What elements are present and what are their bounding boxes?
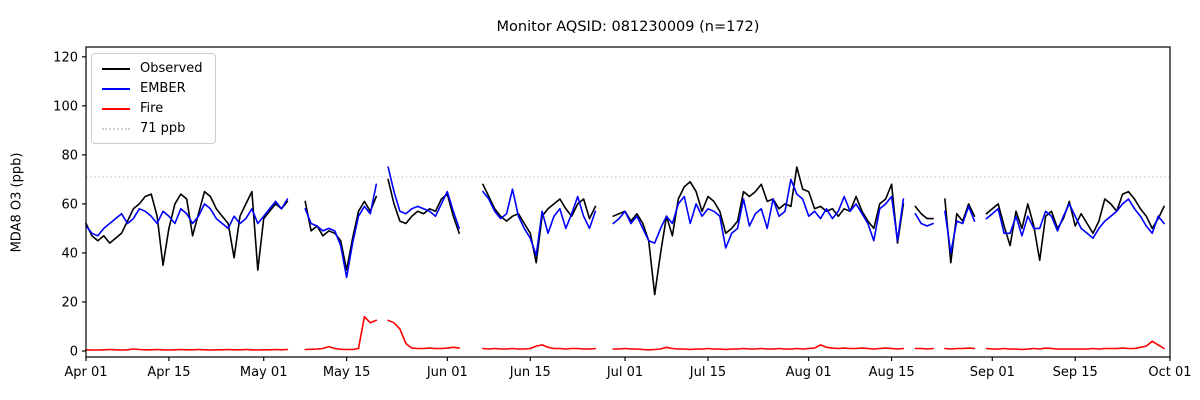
x-tick-label: Jul 15 bbox=[689, 365, 726, 380]
y-tick-label: 100 bbox=[53, 99, 78, 114]
fire-line-swatch-icon bbox=[102, 107, 130, 110]
threshold-line-swatch-icon bbox=[102, 127, 130, 130]
y-tick-label: 60 bbox=[61, 197, 78, 212]
x-tick-label: Apr 15 bbox=[147, 365, 190, 380]
x-tick-label: Aug 01 bbox=[786, 365, 832, 380]
y-axis-label: MDA8 O3 (ppb) bbox=[9, 152, 25, 253]
y-tick-label: 0 bbox=[70, 344, 78, 359]
y-tick-label: 80 bbox=[61, 148, 78, 163]
x-tick-label: Aug 15 bbox=[869, 365, 915, 380]
x-axis: Apr 01 Apr 15 May 01 May 15 Jun 01 Jun 15 Jul … bbox=[64, 357, 1192, 380]
series-line-ember bbox=[85, 166, 1165, 279]
legend-item-observed: Observed bbox=[102, 62, 203, 75]
x-tick-label: Sep 15 bbox=[1053, 365, 1098, 380]
y-tick-label: 20 bbox=[61, 295, 78, 310]
y-tick-label: 40 bbox=[61, 246, 78, 261]
x-tick-label: Jul 01 bbox=[606, 365, 643, 380]
legend: Observed EMBER Fire 71 ppb bbox=[91, 53, 216, 144]
legend-item-fire: Fire bbox=[102, 102, 203, 115]
x-tick-label: Jun 01 bbox=[426, 365, 468, 380]
chart-title: Monitor AQSID: 081230009 (n=172) bbox=[496, 19, 760, 35]
legend-label-observed: Observed bbox=[140, 61, 203, 76]
series-line-observed bbox=[85, 166, 1165, 296]
x-tick-label: Sep 01 bbox=[970, 365, 1015, 380]
legend-label-ember: EMBER bbox=[140, 81, 186, 96]
legend-label-fire: Fire bbox=[140, 101, 164, 116]
x-tick-label: May 01 bbox=[240, 365, 288, 380]
y-axis: 0 20 40 60 80 100 120 bbox=[53, 50, 86, 359]
series-line-fire bbox=[85, 315, 1165, 351]
x-tick-label: May 15 bbox=[323, 365, 371, 380]
ember-line-swatch-icon bbox=[102, 87, 130, 90]
legend-item-threshold: 71 ppb bbox=[102, 122, 203, 135]
x-tick-label: Apr 01 bbox=[64, 365, 107, 380]
x-tick-label: Oct 01 bbox=[1148, 365, 1191, 380]
legend-label-threshold: 71 ppb bbox=[140, 121, 186, 136]
x-tick-label: Jun 15 bbox=[509, 365, 551, 380]
observed-line-swatch-icon bbox=[102, 67, 130, 70]
y-tick-label: 120 bbox=[53, 50, 78, 65]
legend-item-ember: EMBER bbox=[102, 82, 203, 95]
plot-border bbox=[85, 46, 1171, 358]
